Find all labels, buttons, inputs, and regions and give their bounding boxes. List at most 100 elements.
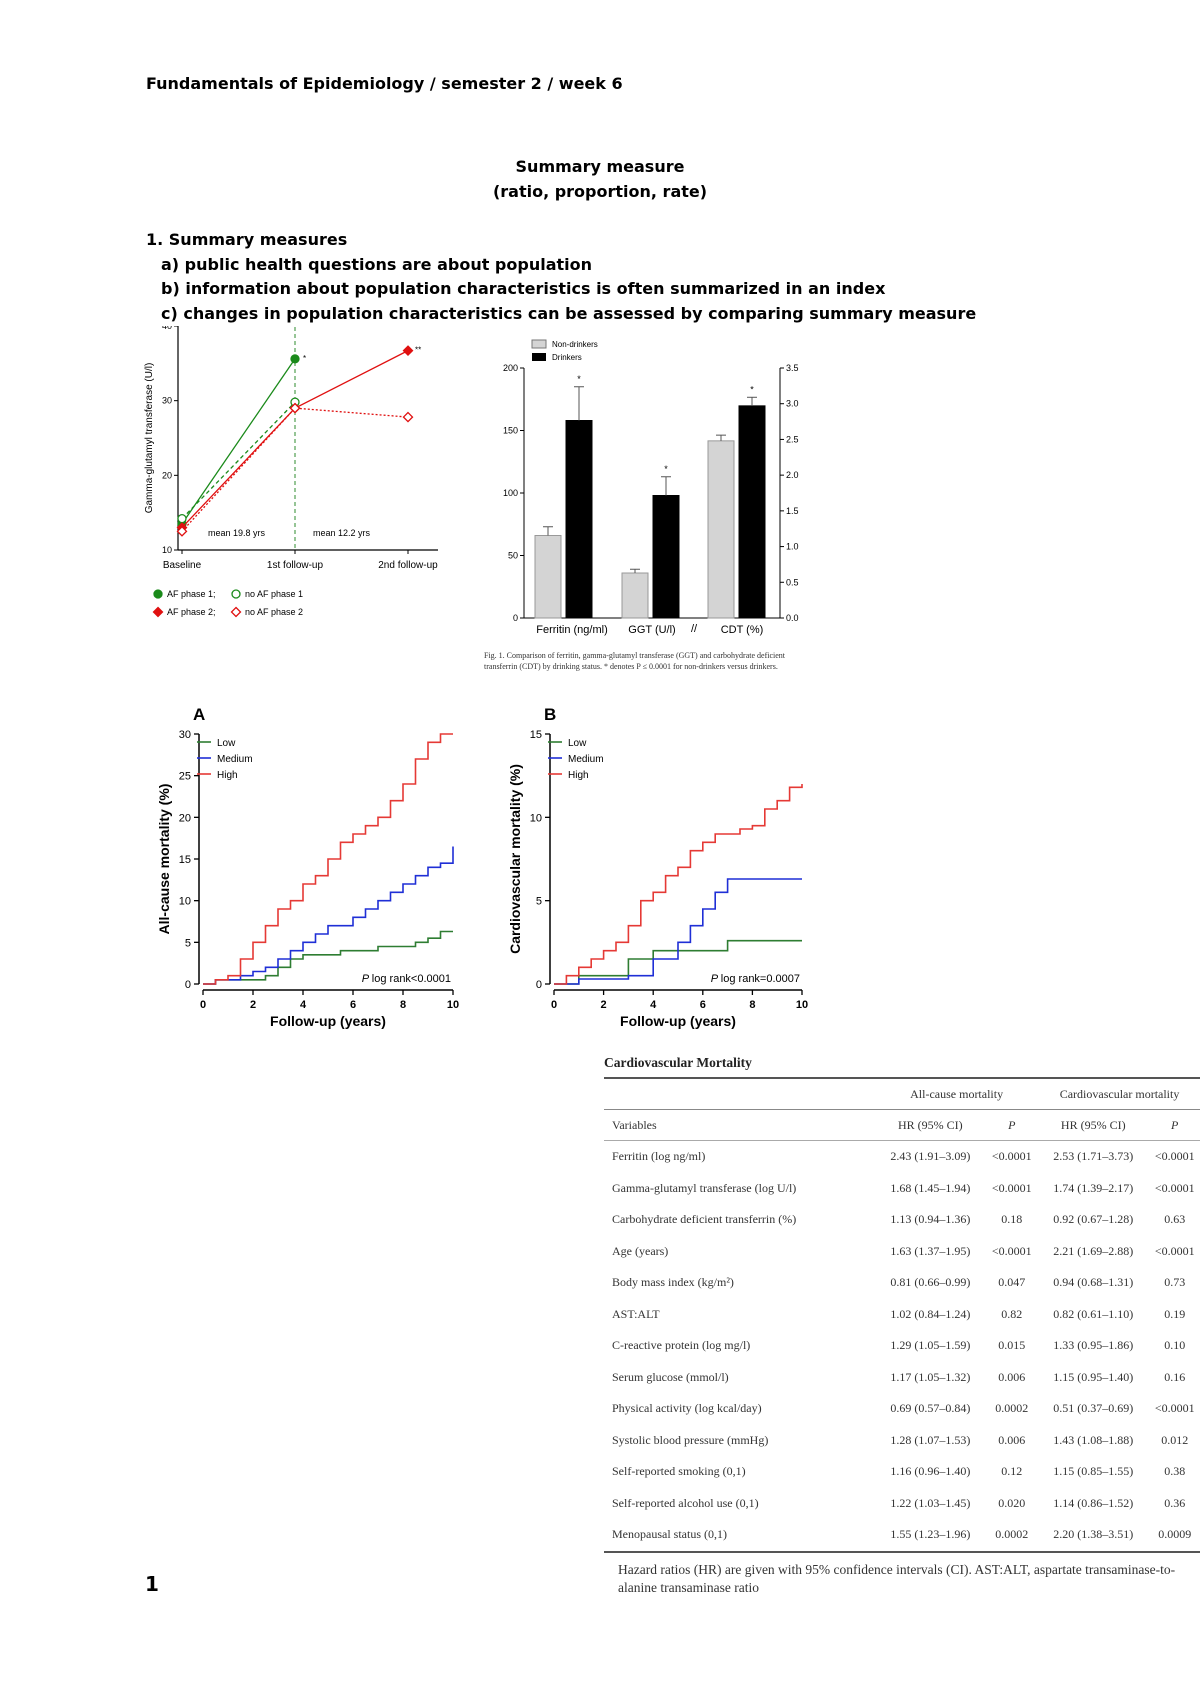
table-row: C-reactive protein (log mg/l) 1.29 (1.05–… <box>604 1330 1200 1362</box>
table-cell: <0.0001 <box>1154 1243 1195 1258</box>
phase-label: Phase 2 <box>328 326 365 327</box>
col-header: P <box>1148 1109 1200 1141</box>
table-cell: 1.63 (1.37–1.95) <box>890 1243 971 1258</box>
y-tick-label: 10 <box>530 812 542 824</box>
legend-label: High <box>568 770 589 781</box>
table-cell: 1.29 (1.05–1.59) <box>890 1338 971 1353</box>
table-title: Cardiovascular Mortality <box>604 1055 752 1070</box>
table-cell: 1.43 (1.08–1.88) <box>1053 1432 1134 1447</box>
table-cell: 1.14 (0.86–1.52) <box>1053 1495 1134 1510</box>
y-axis-label: All-cause mortality (%) <box>156 784 172 935</box>
table-cell: 1.55 (1.23–1.96) <box>875 1519 986 1553</box>
table-cell: 0.015 <box>998 1338 1026 1353</box>
x-tick-label: CDT (%) <box>721 624 764 636</box>
table: All-cause mortality Cardiovascular morta… <box>604 1077 1200 1553</box>
table-row: Self-reported alcohol use (0,1) 1.22 (1.0… <box>604 1488 1200 1520</box>
y-tick-label: 20 <box>179 812 191 824</box>
series-line-no-af-phase-1 <box>181 401 296 520</box>
table-cell: 0.006 <box>998 1369 1026 1384</box>
table-cell: 0.0002 <box>995 1401 1029 1416</box>
list-item: b) information about population characte… <box>161 279 886 298</box>
table-cell: 1.02 (0.84–1.24) <box>890 1306 971 1321</box>
table-header-row: Variables HR (95% CI) P HR (95% CI) P <box>604 1109 1200 1141</box>
y-tick-label: 50 <box>508 551 518 561</box>
table-cell: 0.36 <box>1164 1495 1186 1510</box>
y-tick-label: 0 <box>513 613 518 623</box>
x-tick-label: Baseline <box>163 560 202 571</box>
table-row: Body mass index (kg/m²) 0.81 (0.66–0.99) 0… <box>604 1267 1200 1299</box>
table-cell: Age (years) <box>612 1243 669 1258</box>
legend-swatch <box>532 353 546 361</box>
y-tick-label: 0.5 <box>786 577 799 587</box>
bar <box>565 420 593 619</box>
table-cell: Carbohydrate deficient transferrin (%) <box>612 1212 797 1227</box>
bar <box>534 535 562 619</box>
table-cell: AST:ALT <box>612 1306 660 1321</box>
p-value-text: log rank<0.0001 <box>372 973 451 985</box>
y-tick-label: 10 <box>162 545 172 555</box>
table-cell: Systolic blood pressure (mmHg) <box>612 1432 769 1447</box>
table-cell: <0.0001 <box>991 1180 1032 1195</box>
table-footnote: Hazard ratios (HR) are given with 95% co… <box>618 1561 1176 1595</box>
group-header-cardiovascular: Cardiovascular mortality <box>1038 1077 1200 1110</box>
table-cell: 0.81 (0.66–0.99) <box>890 1275 971 1290</box>
data-point <box>290 354 300 364</box>
km-curve-medium <box>203 846 454 985</box>
km-curve-low <box>203 930 453 985</box>
page-header: Fundamentals of Epidemiology / semester … <box>146 74 623 93</box>
data-point <box>289 402 301 414</box>
legend-swatch <box>531 339 547 349</box>
table-cell: 0.006 <box>998 1432 1026 1447</box>
table-cell: <0.0001 <box>1154 1401 1195 1416</box>
table-row: Carbohydrate deficient transferrin (%) 1.… <box>604 1204 1200 1236</box>
significance-mark: * <box>303 354 306 363</box>
y-tick-label: 0 <box>185 979 191 991</box>
legend-label: Drinkers <box>552 353 582 362</box>
x-tick-label: 6 <box>350 999 356 1011</box>
table-cell: 0.94 (0.68–1.31) <box>1053 1275 1134 1290</box>
table-cell: 0.73 <box>1164 1275 1186 1290</box>
data-point <box>402 411 414 423</box>
table-cell: 0.012 <box>1161 1432 1189 1447</box>
y-tick-label: 100 <box>503 488 518 498</box>
y-tick-label: 0 <box>536 979 542 991</box>
table-row: Physical activity (log kcal/day) 0.69 (0.… <box>604 1393 1200 1425</box>
y-tick-label: 5 <box>536 896 542 908</box>
table-cell: <0.0001 <box>991 1243 1032 1258</box>
y-tick-label: 30 <box>162 396 172 406</box>
y-tick-label: 5 <box>185 937 191 949</box>
legend-label: AF phase 2; <box>167 607 216 617</box>
phase-label: Phase 1 <box>223 326 260 327</box>
table-cell: C-reactive protein (log mg/l) <box>612 1338 751 1353</box>
table-cell: 1.16 (0.96–1.40) <box>890 1464 971 1479</box>
list-item: c) changes in population characteristics… <box>161 303 977 323</box>
group-header-all-cause: All-cause mortality <box>875 1077 1039 1110</box>
table-row: Serum glucose (mmol/l) 1.17 (1.05–1.32) 0.… <box>604 1362 1200 1394</box>
drinking-status-bar-chart: Non-drinkers Drinkers 0 50 100 150 200 0.0 0.5 1.… <box>503 339 799 636</box>
table-cell: 0.63 <box>1164 1212 1186 1227</box>
y-tick-label: 15 <box>530 729 542 741</box>
table-row: AST:ALT 1.02 (0.84–1.24) 0.82 0.82 (0.61–1.… <box>604 1299 1200 1331</box>
legend-marker <box>231 589 241 599</box>
significance-mark: * <box>750 384 754 394</box>
col-header: HR (95% CI) <box>1038 1109 1149 1141</box>
x-tick-label: 8 <box>400 999 406 1011</box>
km-curve-medium <box>554 878 802 985</box>
panel-label: B <box>544 705 556 724</box>
table-cell: 1.15 (0.95–1.40) <box>1053 1369 1134 1384</box>
y-tick-label: 15 <box>179 854 191 866</box>
y-tick-label: 0.0 <box>786 613 799 623</box>
legend-label: no AF phase 2 <box>245 607 303 617</box>
y-tick-label: 10 <box>179 896 191 908</box>
bar <box>738 405 766 619</box>
data-point <box>402 345 414 357</box>
table-cell: 0.18 <box>1001 1212 1023 1227</box>
legend-marker <box>230 606 242 618</box>
table-row: Menopausal status (0,1) 1.55 (1.23–1.96) 0… <box>604 1519 1200 1553</box>
ggt-followup-chart: 10 20 30 40 Gamma-glutamyl transferase (U/l)… <box>144 326 438 618</box>
table-row: Gamma-glutamyl transferase (log U/l) 1.68… <box>604 1173 1200 1205</box>
y-tick-label: 150 <box>503 426 518 436</box>
table-cell: 0.12 <box>1001 1464 1023 1479</box>
table-cell: 2.43 (1.91–3.09) <box>890 1149 971 1164</box>
table-cell: Self-reported alcohol use (0,1) <box>612 1495 759 1510</box>
